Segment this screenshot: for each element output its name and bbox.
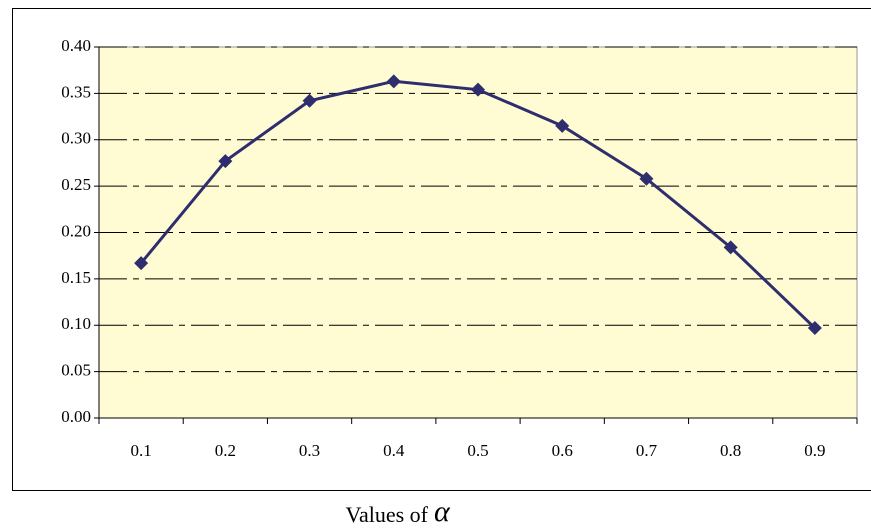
y-tick-label: 0.30: [61, 129, 91, 148]
point: [639, 171, 654, 186]
x-tick-label: 0.4: [383, 441, 405, 460]
point: [471, 82, 485, 97]
point: [218, 154, 233, 169]
point: [807, 321, 822, 336]
y-tick-label: 0.25: [61, 175, 91, 194]
x-tick-label: 0.6: [552, 441, 573, 460]
x-tick-label: 0.9: [804, 441, 825, 460]
y-tick-label: 0.20: [61, 221, 91, 240]
x-tick-label: 0.1: [130, 441, 151, 460]
x-tick-label: 0.2: [215, 441, 236, 460]
y-tick-label: 0.05: [61, 361, 91, 380]
point: [723, 240, 738, 255]
y-tick-label: 0.35: [61, 82, 91, 101]
y-tick-label: 0.00: [61, 407, 91, 426]
x-tick-label: 0.5: [467, 441, 488, 460]
x-tick-label: 0.8: [720, 441, 741, 460]
x-axis-label: Values of: [346, 502, 429, 527]
point: [386, 74, 401, 89]
y-tick-label: 0.15: [61, 268, 91, 287]
point: [302, 93, 317, 108]
x-tick-label: 0.7: [636, 441, 658, 460]
x-tick-label: 0.3: [299, 441, 320, 460]
y-tick-label: 0.40: [61, 36, 91, 55]
point: [134, 256, 149, 271]
y-tick-label: 0.10: [61, 314, 91, 333]
x-axis-symbol: α: [434, 495, 451, 528]
point: [555, 118, 570, 133]
